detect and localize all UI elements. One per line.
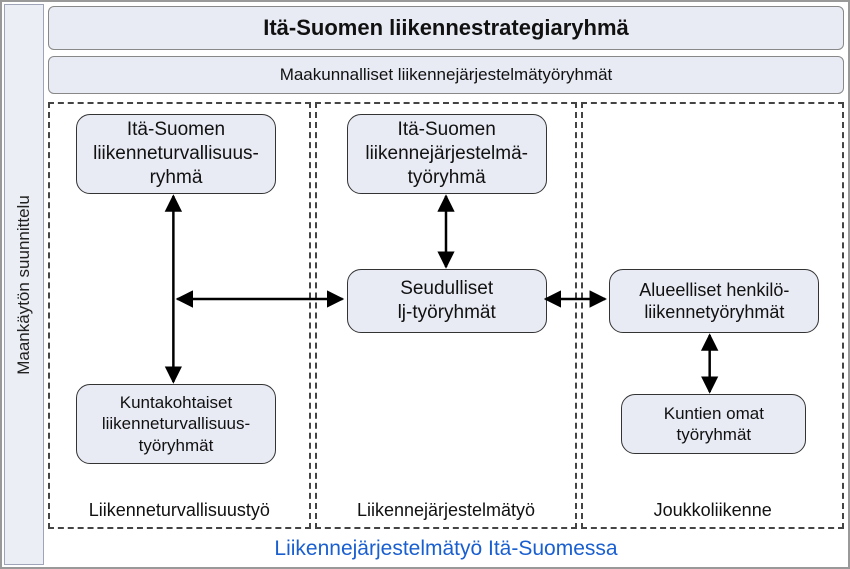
node-ita-suomen-liikenneturvallisuusryhma: Itä-Suomen liikenneturvallisuus- ryhmä xyxy=(76,114,276,194)
sub-band: Maakunnalliset liikennejärjestelmätyöryh… xyxy=(48,56,844,94)
col-liikenneturvallisuustyo: Itä-Suomen liikenneturvallisuus- ryhmä K… xyxy=(48,102,311,529)
content-area: Itä-Suomen liikennestrategiaryhmä Maakun… xyxy=(48,6,844,563)
node-line: Alueelliset henkilö- xyxy=(639,279,789,302)
col-liikennejarjestelmatyo: Itä-Suomen liikennejärjestelmä- työryhmä… xyxy=(315,102,578,529)
node-line: työryhmä xyxy=(408,166,486,190)
node-line: Kuntakohtaiset xyxy=(120,392,232,413)
node-line: liikenneturvallisuus- xyxy=(102,413,250,434)
node-kuntakohtaiset-liikenneturvallisuustyoryhmat: Kuntakohtaiset liikenneturvallisuus- työ… xyxy=(76,384,276,464)
node-line: työryhmät xyxy=(139,435,214,456)
top-band: Itä-Suomen liikennestrategiaryhmä xyxy=(48,6,844,50)
node-line: lj-työryhmät xyxy=(398,301,496,325)
node-seudulliset-lj-tyoryhmat: Seudulliset lj-työryhmät xyxy=(347,269,547,333)
sidebar-label: Maankäytön suunnittelu xyxy=(14,195,34,375)
diagram-frame: Maankäytön suunnittelu Itä-Suomen liiken… xyxy=(0,0,850,569)
node-line: liikennejärjestelmä- xyxy=(365,142,528,166)
footer-title: Liikennejärjestelmätyö Itä-Suomessa xyxy=(48,537,844,561)
node-line: työryhmät xyxy=(677,424,752,445)
col1-label: Liikenneturvallisuustyö xyxy=(50,500,309,521)
node-line: liikenneturvallisuus- xyxy=(93,142,259,166)
node-line: ryhmä xyxy=(150,166,203,190)
node-ita-suomen-liikennejarjestelmatyoryhma: Itä-Suomen liikennejärjestelmä- työryhmä xyxy=(347,114,547,194)
col2-label: Liikennejärjestelmätyö xyxy=(317,500,576,521)
node-line: Kuntien omat xyxy=(664,403,764,424)
col-joukkoliikenne: Alueelliset henkilö- liikennetyöryhmät K… xyxy=(581,102,844,529)
node-line: Itä-Suomen xyxy=(398,118,496,142)
node-line: Itä-Suomen xyxy=(127,118,225,142)
node-kuntien-omat-tyoryhmat: Kuntien omat työryhmät xyxy=(621,394,806,454)
columns: Itä-Suomen liikenneturvallisuus- ryhmä K… xyxy=(48,102,844,529)
node-line: liikennetyöryhmät xyxy=(644,301,784,324)
node-line: Seudulliset xyxy=(400,277,493,301)
sidebar: Maankäytön suunnittelu xyxy=(4,4,44,565)
node-alueelliset-henkiloliikennetyoryhmat: Alueelliset henkilö- liikennetyöryhmät xyxy=(609,269,819,333)
col3-label: Joukkoliikenne xyxy=(583,500,842,521)
